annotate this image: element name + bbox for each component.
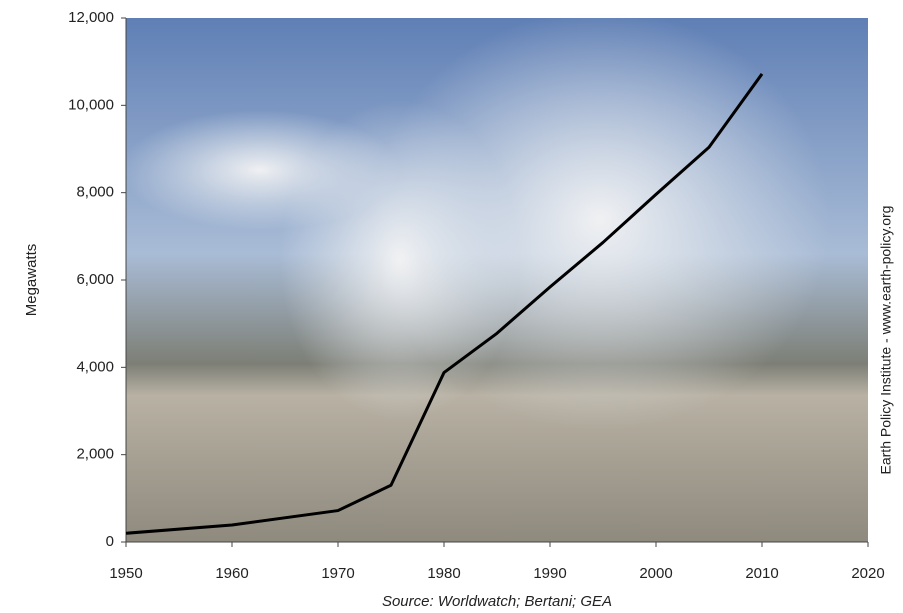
y-tick-label: 10,000: [68, 96, 114, 113]
x-tick-label: 1990: [533, 565, 566, 582]
y-tick-label: 8,000: [76, 184, 114, 201]
y-axis-label: Megawatts: [23, 244, 40, 317]
y-tick-label: 4,000: [76, 358, 114, 375]
y-tick-label: 0: [106, 533, 114, 550]
x-tick-label: 2000: [639, 565, 672, 582]
x-tick-label: 2020: [851, 565, 884, 582]
y-tick-label: 2,000: [76, 446, 114, 463]
x-tick-label: 1970: [321, 565, 354, 582]
x-tick-label: 1960: [215, 565, 248, 582]
data-line: [125, 73, 764, 535]
y-tick-label: 12,000: [68, 9, 114, 26]
x-tick-label: 2010: [745, 565, 778, 582]
source: Source: Worldwatch; Bertani; GEA: [382, 593, 612, 610]
x-tick-label: 1950: [109, 565, 142, 582]
x-tick-label: 1980: [427, 565, 460, 582]
cloud: [120, 110, 400, 230]
credit: Earth Policy Institute - www.earth-polic…: [878, 206, 894, 475]
y-tick-label: 6,000: [76, 271, 114, 288]
